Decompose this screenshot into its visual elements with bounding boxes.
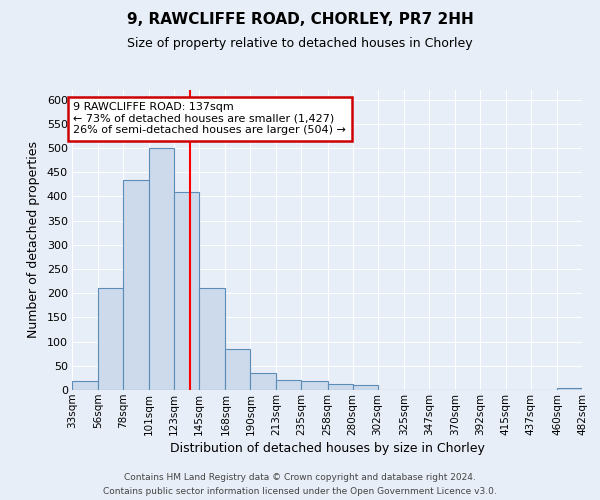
Text: Size of property relative to detached houses in Chorley: Size of property relative to detached ho… [127, 38, 473, 51]
Text: Contains public sector information licensed under the Open Government Licence v3: Contains public sector information licen… [103, 486, 497, 496]
Text: 9 RAWCLIFFE ROAD: 137sqm
← 73% of detached houses are smaller (1,427)
26% of sem: 9 RAWCLIFFE ROAD: 137sqm ← 73% of detach… [73, 102, 346, 136]
Bar [226, 349, 250, 390]
Bar [123, 180, 149, 390]
Text: Contains HM Land Registry data © Crown copyright and database right 2024.: Contains HM Land Registry data © Crown c… [124, 473, 476, 482]
Bar [277, 380, 301, 390]
Bar [174, 192, 199, 390]
Bar [149, 148, 174, 390]
Bar [72, 382, 98, 390]
Bar [353, 385, 377, 390]
Y-axis label: Number of detached properties: Number of detached properties [27, 142, 40, 338]
Text: 9, RAWCLIFFE ROAD, CHORLEY, PR7 2HH: 9, RAWCLIFFE ROAD, CHORLEY, PR7 2HH [127, 12, 473, 28]
Bar [98, 288, 123, 390]
Bar [301, 382, 328, 390]
X-axis label: Distribution of detached houses by size in Chorley: Distribution of detached houses by size … [170, 442, 484, 455]
Bar [250, 373, 277, 390]
Bar [199, 288, 226, 390]
Bar [328, 384, 353, 390]
Bar [557, 388, 582, 390]
